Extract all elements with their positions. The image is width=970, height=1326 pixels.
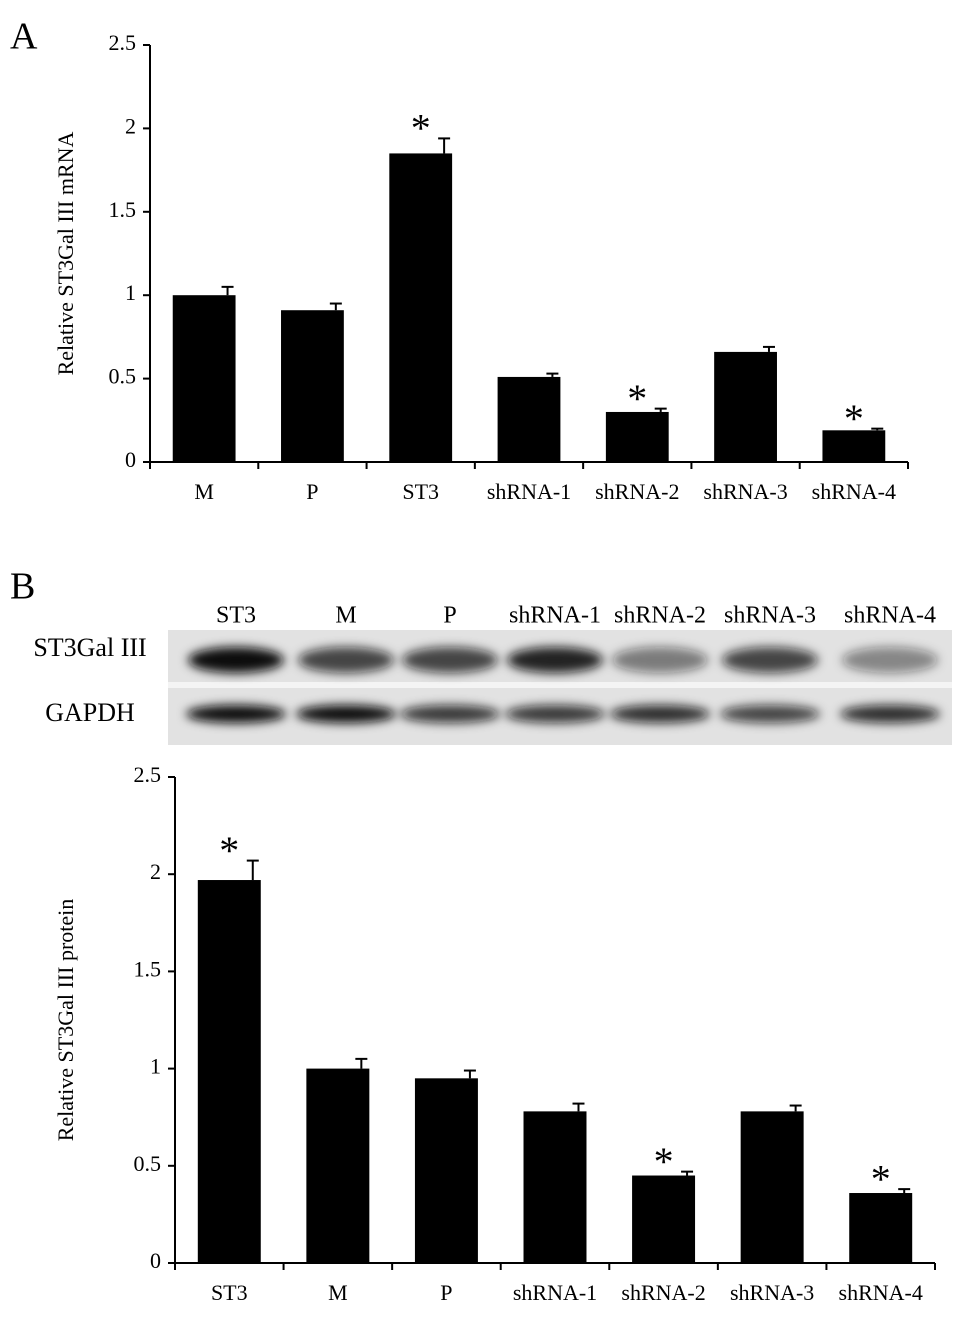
blot-band (296, 705, 396, 723)
bar (172, 295, 236, 462)
bar (389, 153, 453, 463)
bar (497, 376, 561, 462)
x-tick-label: ST3 (211, 1280, 248, 1305)
significance-marker: * (844, 396, 864, 441)
x-tick-label: shRNA-2 (621, 1280, 705, 1305)
panel-label: A (10, 16, 38, 58)
x-tick-label: shRNA-3 (703, 479, 787, 504)
y-tick-label: 1 (125, 280, 136, 305)
blot-band (720, 705, 820, 723)
y-tick-label: 1 (150, 1054, 161, 1079)
blot-band (400, 705, 500, 723)
y-axis-label: Relative ST3Gal III mRNA (53, 132, 78, 376)
y-tick-label: 2 (150, 859, 161, 884)
blot-band (402, 647, 498, 673)
blot-band (188, 647, 284, 673)
blot-bands (186, 647, 940, 723)
bar (306, 1068, 370, 1263)
blot-row-label: ST3Gal III (33, 633, 146, 662)
y-tick-label: 2.5 (134, 762, 162, 787)
bar (714, 351, 777, 462)
bar (822, 430, 886, 462)
x-tick-label: shRNA-1 (513, 1280, 597, 1305)
bar (523, 1111, 587, 1263)
panel-label: B (10, 566, 35, 608)
blot-lane-label: shRNA-1 (509, 603, 601, 629)
y-tick-label: 2.5 (109, 30, 137, 55)
bar (605, 411, 669, 462)
x-tick-label: P (440, 1280, 452, 1305)
blot-band (507, 647, 603, 673)
bar (740, 1111, 804, 1263)
blot-lane-label: ST3 (216, 603, 256, 629)
blot-band (186, 705, 286, 723)
blot-lane-label: shRNA-2 (614, 603, 706, 629)
y-tick-label: 0.5 (109, 364, 137, 389)
blot-lane-label: P (443, 603, 456, 629)
significance-marker: * (411, 106, 431, 151)
x-tick-label: shRNA-1 (487, 479, 571, 504)
bar (281, 310, 344, 462)
y-tick-label: 1.5 (134, 956, 162, 981)
bar (414, 1078, 478, 1263)
x-tick-label: M (328, 1280, 348, 1305)
y-tick-label: 0 (150, 1248, 161, 1273)
x-tick-label: shRNA-4 (812, 479, 896, 504)
x-tick-label: shRNA-3 (730, 1280, 814, 1305)
bar (197, 880, 261, 1263)
blot-row-label: GAPDH (45, 698, 135, 727)
significance-marker: * (871, 1156, 891, 1201)
blot-band (612, 647, 708, 673)
y-axis-label: Relative ST3Gal III protein (53, 899, 78, 1142)
blot-lane-label: M (335, 603, 356, 629)
x-tick-label: P (306, 479, 318, 504)
blot-band (505, 705, 605, 723)
y-tick-label: 0 (125, 447, 136, 472)
bar (632, 1175, 696, 1263)
x-tick-label: M (194, 479, 214, 504)
y-tick-label: 2 (125, 113, 136, 138)
x-tick-label: shRNA-2 (595, 479, 679, 504)
blot-lane-label: shRNA-3 (724, 603, 816, 629)
blot-band (610, 705, 710, 723)
blot-lane-label: shRNA-4 (844, 603, 936, 629)
x-tick-label: ST3 (402, 479, 439, 504)
blot-band (842, 647, 938, 673)
significance-marker: * (219, 828, 239, 873)
significance-marker: * (654, 1139, 674, 1184)
blot-band (840, 705, 940, 723)
y-tick-label: 0.5 (134, 1151, 162, 1176)
bar (849, 1193, 913, 1263)
blot-band (722, 647, 818, 673)
significance-marker: * (627, 376, 647, 421)
blot-band (298, 647, 394, 673)
x-tick-label: shRNA-4 (839, 1280, 923, 1305)
y-tick-label: 1.5 (109, 197, 137, 222)
